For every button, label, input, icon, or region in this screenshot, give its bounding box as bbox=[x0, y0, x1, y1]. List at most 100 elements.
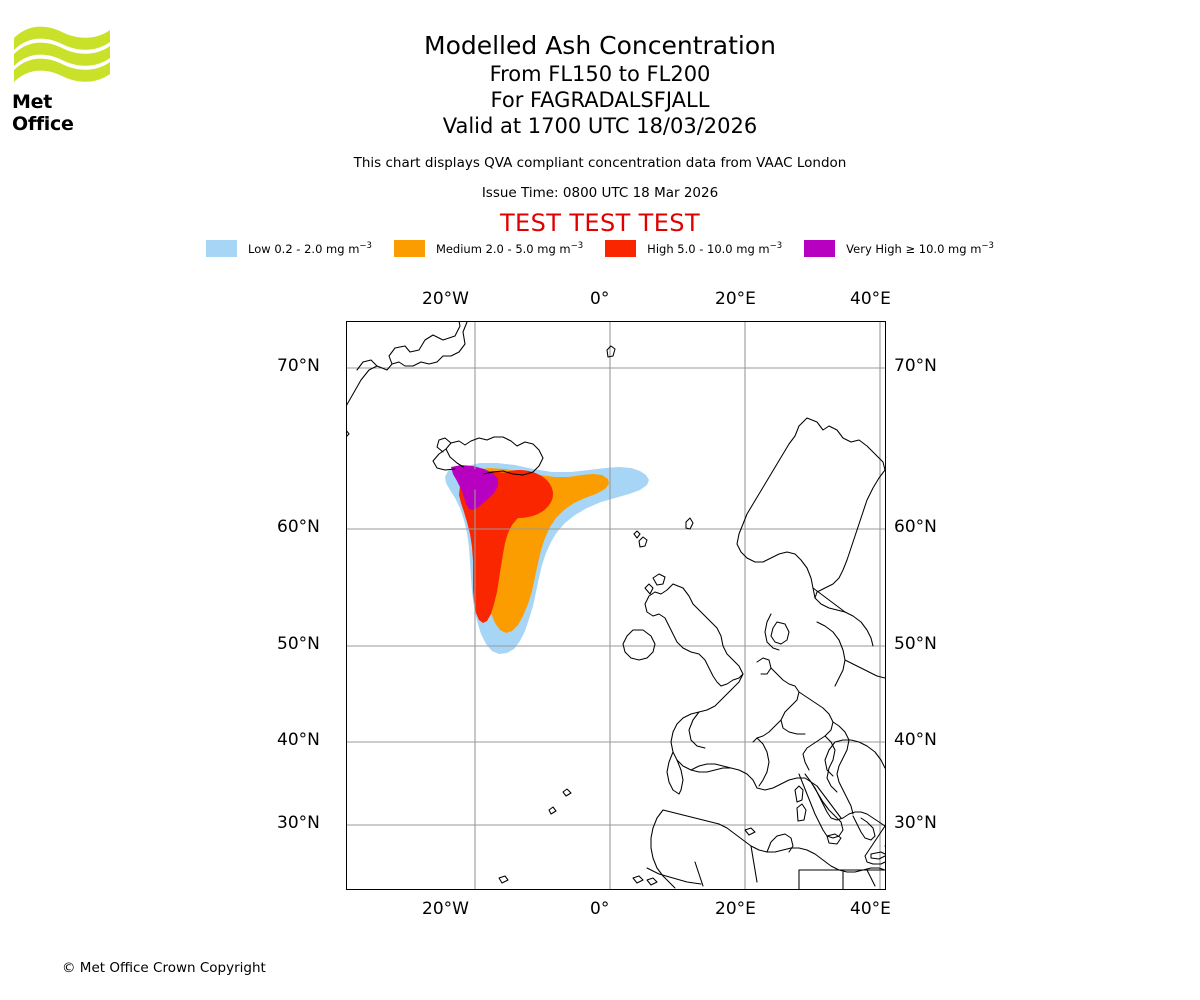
coastline-hebrides bbox=[644, 583, 654, 595]
test-banner: TEST TEST TEST bbox=[499, 209, 700, 237]
ash-plume-contours bbox=[445, 463, 649, 654]
coastline-iberia-france bbox=[670, 673, 758, 789]
ash-plume-vent-overlay bbox=[455, 467, 487, 490]
border-hungary-balkans bbox=[832, 721, 854, 815]
lon-label-bottom-3: 40°E bbox=[850, 899, 891, 919]
coastline-italy bbox=[798, 773, 844, 839]
volcano-subtitle: For FAGRADALSFJALL bbox=[490, 88, 710, 112]
map-graticule bbox=[347, 322, 885, 889]
coastline-netherlands bbox=[756, 657, 772, 675]
coastline-baltic bbox=[814, 597, 874, 647]
lon-label-top-1: 0° bbox=[590, 289, 610, 309]
border-africa-1 bbox=[694, 861, 704, 887]
concentration-legend: Low 0.2 - 2.0 mg m−3 Medium 2.0 - 5.0 mg… bbox=[0, 240, 1200, 257]
coastline-norway bbox=[736, 417, 885, 599]
legend-label-low: Low 0.2 - 2.0 mg m−3 bbox=[248, 241, 372, 256]
coastline-mediterranean-north bbox=[756, 777, 885, 827]
lon-label-bottom-0: 20°W bbox=[422, 899, 469, 919]
coastline-azores bbox=[498, 875, 509, 884]
lat-label-right-50: 50°N bbox=[894, 634, 937, 654]
border-africa-3 bbox=[646, 867, 702, 885]
coastline-portugal bbox=[666, 751, 680, 795]
coastline-greenland-inlet bbox=[356, 359, 378, 371]
border-france-spain bbox=[690, 763, 732, 771]
coastline-sweden-finland bbox=[814, 469, 885, 599]
coastline-greece bbox=[852, 815, 876, 841]
border-africa-2 bbox=[750, 845, 758, 883]
border-sinai bbox=[866, 869, 876, 887]
lat-label-right-30: 30°N bbox=[894, 813, 937, 833]
lat-label-left-30: 30°N bbox=[277, 813, 320, 833]
border-poland-belarus bbox=[816, 621, 846, 687]
lon-label-top-3: 40°E bbox=[850, 289, 891, 309]
legend-swatch-medium bbox=[393, 240, 425, 257]
ash-concentration-map: 20°W 0° 20°E 40°E 20°W 0° 20°E 40°E 70°N… bbox=[277, 289, 937, 919]
issue-time: Issue Time: 0800 UTC 18 Mar 2026 bbox=[481, 185, 719, 201]
coastline-madeira bbox=[562, 788, 572, 797]
border-portugal-spain bbox=[676, 759, 684, 795]
coastline-faroes-small bbox=[633, 530, 641, 539]
border-alps bbox=[752, 719, 782, 743]
border-egypt bbox=[798, 869, 844, 889]
border-france-italy bbox=[756, 737, 770, 787]
legend-item-medium: Medium 2.0 - 5.0 mg m−3 bbox=[393, 240, 584, 257]
lat-label-right-70: 70°N bbox=[894, 356, 937, 376]
coastline-sardinia bbox=[796, 803, 807, 822]
coastline-morocco-atlantic bbox=[650, 809, 676, 889]
met-office-logo: Met Office bbox=[12, 22, 112, 135]
lon-label-bottom-1: 0° bbox=[590, 899, 610, 919]
coastline-ireland bbox=[622, 629, 656, 661]
coastline-shetland bbox=[685, 517, 694, 530]
coastline-great-britain bbox=[644, 583, 744, 687]
map-canvas bbox=[346, 321, 886, 890]
coastline-iceland-peninsula bbox=[432, 448, 456, 471]
copyright-footer: © Met Office Crown Copyright bbox=[62, 960, 266, 976]
border-eastern-europe bbox=[812, 587, 846, 613]
met-office-wave-mark bbox=[14, 26, 110, 82]
coastline-canaries-1 bbox=[632, 875, 644, 884]
legend-swatch-low bbox=[206, 240, 238, 257]
border-czech-austria bbox=[798, 691, 834, 771]
coastline-canaries-2 bbox=[646, 877, 658, 886]
coastline-iceland-fjords bbox=[436, 437, 452, 453]
legend-item-very-high: Very High ≥ 10.0 mg m−3 bbox=[804, 240, 994, 257]
coastline-corsica bbox=[794, 785, 804, 803]
flight-level-subtitle: From FL150 to FL200 bbox=[489, 62, 711, 86]
border-germany bbox=[770, 667, 806, 735]
met-office-logo-text: Met Office bbox=[12, 91, 74, 135]
coastline-greenland-south bbox=[347, 430, 350, 437]
plume-high-core bbox=[485, 470, 553, 518]
lat-label-left-60: 60°N bbox=[277, 517, 320, 537]
lat-label-right-40: 40°N bbox=[894, 730, 937, 750]
coastline-tunisia bbox=[766, 833, 794, 853]
legend-label-very-high: Very High ≥ 10.0 mg m−3 bbox=[846, 241, 994, 256]
lat-label-left-50: 50°N bbox=[277, 634, 320, 654]
coastline-greenland bbox=[347, 322, 468, 406]
legend-label-high: High 5.0 - 10.0 mg m−3 bbox=[647, 241, 783, 256]
legend-item-low: Low 0.2 - 2.0 mg m−3 bbox=[206, 240, 372, 257]
lat-label-left-40: 40°N bbox=[277, 730, 320, 750]
border-balkans-inner bbox=[824, 735, 838, 793]
coastline-iceland bbox=[445, 436, 544, 476]
coastline-jutland bbox=[764, 613, 780, 651]
legend-item-high: High 5.0 - 10.0 mg m−3 bbox=[605, 240, 782, 257]
border-ukraine bbox=[844, 659, 885, 679]
legend-label-medium: Medium 2.0 - 5.0 mg m−3 bbox=[435, 241, 584, 256]
border-black-sea bbox=[824, 739, 885, 777]
coastline-crete bbox=[870, 851, 885, 860]
coastline-turkey bbox=[864, 825, 885, 865]
lon-label-top-2: 20°E bbox=[715, 289, 756, 309]
chart-header: Modelled Ash Concentration From FL150 to… bbox=[0, 0, 1200, 237]
legend-swatch-very-high bbox=[804, 240, 836, 257]
coastline-jan-mayen bbox=[606, 345, 616, 358]
lon-label-bottom-2: 20°E bbox=[715, 899, 756, 919]
lat-label-right-60: 60°N bbox=[894, 517, 937, 537]
map-coastlines bbox=[347, 322, 885, 889]
coastline-faroes bbox=[638, 536, 648, 548]
plume-vent-marker bbox=[455, 467, 487, 490]
valid-time-subtitle: Valid at 1700 UTC 18/03/2026 bbox=[442, 114, 758, 138]
coastline-sicily bbox=[826, 833, 842, 845]
coastline-atlantic-isle bbox=[548, 806, 557, 815]
lon-label-top-0: 20°W bbox=[422, 289, 469, 309]
coastline-north-africa bbox=[662, 809, 885, 873]
